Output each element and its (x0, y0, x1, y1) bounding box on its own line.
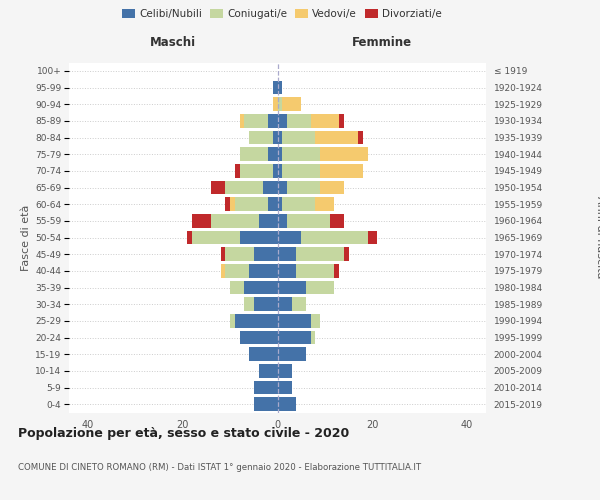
Text: Popolazione per età, sesso e stato civile - 2020: Popolazione per età, sesso e stato civil… (18, 428, 349, 440)
Bar (287, 114, 311, 128)
Bar (277, 98, 282, 111)
Bar (273, 164, 277, 177)
Bar (249, 264, 277, 278)
Bar (277, 130, 282, 144)
Bar (292, 298, 306, 311)
Bar (301, 230, 368, 244)
Bar (277, 348, 306, 361)
Bar (277, 280, 306, 294)
Bar (316, 198, 334, 211)
Bar (287, 180, 320, 194)
Bar (259, 214, 277, 228)
Bar (277, 380, 292, 394)
Bar (187, 230, 192, 244)
Bar (239, 230, 277, 244)
Bar (263, 180, 277, 194)
Bar (282, 130, 316, 144)
Bar (239, 164, 273, 177)
Bar (311, 314, 320, 328)
Bar (230, 198, 235, 211)
Bar (358, 130, 363, 144)
Bar (282, 164, 320, 177)
Bar (249, 130, 273, 144)
Bar (277, 114, 287, 128)
Legend: Celibi/Nubili, Coniugati/e, Vedovi/e, Divorziati/e: Celibi/Nubili, Coniugati/e, Vedovi/e, Di… (118, 5, 446, 24)
Bar (296, 264, 334, 278)
Bar (239, 330, 277, 344)
Bar (273, 80, 277, 94)
Bar (244, 298, 254, 311)
Bar (311, 330, 316, 344)
Bar (277, 80, 282, 94)
Bar (316, 130, 358, 144)
Bar (320, 148, 368, 161)
Y-axis label: Anni di nascita: Anni di nascita (595, 196, 600, 278)
Bar (296, 248, 344, 261)
Bar (226, 264, 249, 278)
Bar (226, 180, 263, 194)
Bar (254, 398, 277, 411)
Bar (226, 248, 254, 261)
Bar (282, 148, 320, 161)
Bar (268, 148, 277, 161)
Bar (277, 164, 282, 177)
Bar (235, 198, 268, 211)
Bar (320, 180, 344, 194)
Bar (311, 114, 339, 128)
Bar (239, 148, 268, 161)
Bar (249, 348, 277, 361)
Text: Maschi: Maschi (150, 36, 196, 49)
Bar (277, 398, 296, 411)
Bar (254, 298, 277, 311)
Bar (244, 280, 277, 294)
Bar (277, 180, 287, 194)
Bar (273, 98, 277, 111)
Bar (277, 214, 287, 228)
Bar (268, 198, 277, 211)
Bar (277, 198, 282, 211)
Bar (244, 114, 268, 128)
Bar (268, 114, 277, 128)
Bar (277, 364, 292, 378)
Bar (287, 214, 329, 228)
Bar (211, 180, 226, 194)
Text: COMUNE DI CINETO ROMANO (RM) - Dati ISTAT 1° gennaio 2020 - Elaborazione TUTTITA: COMUNE DI CINETO ROMANO (RM) - Dati ISTA… (18, 462, 421, 471)
Bar (277, 148, 282, 161)
Bar (230, 314, 235, 328)
Y-axis label: Fasce di età: Fasce di età (21, 204, 31, 270)
Bar (211, 214, 259, 228)
Bar (192, 214, 211, 228)
Bar (334, 264, 339, 278)
Bar (226, 198, 230, 211)
Bar (320, 164, 363, 177)
Bar (368, 230, 377, 244)
Bar (254, 248, 277, 261)
Bar (277, 230, 301, 244)
Text: Femmine: Femmine (352, 36, 412, 49)
Bar (259, 364, 277, 378)
Bar (277, 314, 311, 328)
Bar (221, 248, 226, 261)
Bar (192, 230, 239, 244)
Bar (230, 280, 244, 294)
Bar (239, 114, 244, 128)
Bar (235, 164, 239, 177)
Bar (339, 114, 344, 128)
Bar (277, 248, 296, 261)
Bar (277, 298, 292, 311)
Bar (282, 98, 301, 111)
Bar (277, 264, 296, 278)
Bar (277, 330, 311, 344)
Bar (282, 198, 316, 211)
Bar (329, 214, 344, 228)
Bar (273, 130, 277, 144)
Bar (221, 264, 226, 278)
Bar (306, 280, 334, 294)
Bar (254, 380, 277, 394)
Bar (235, 314, 277, 328)
Bar (344, 248, 349, 261)
